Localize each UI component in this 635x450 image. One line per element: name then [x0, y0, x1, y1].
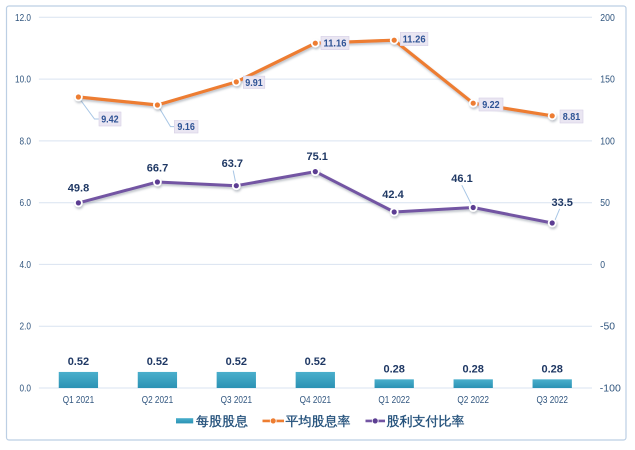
svg-text:Q3 2022: Q3 2022	[537, 395, 569, 406]
svg-text:Q4 2021: Q4 2021	[300, 395, 332, 406]
svg-text:Q1 2021: Q1 2021	[63, 395, 95, 406]
svg-text:0.28: 0.28	[541, 363, 562, 375]
svg-text:Q2 2021: Q2 2021	[142, 395, 174, 406]
svg-text:11.16: 11.16	[324, 39, 348, 50]
svg-text:9.91: 9.91	[245, 78, 263, 89]
svg-text:42.4: 42.4	[382, 189, 404, 201]
svg-text:50: 50	[600, 198, 610, 209]
svg-text:12.0: 12.0	[15, 13, 31, 24]
svg-text:200: 200	[600, 13, 615, 24]
svg-text:2.0: 2.0	[20, 322, 32, 333]
svg-text:0.52: 0.52	[147, 356, 168, 368]
svg-text:0.28: 0.28	[383, 363, 404, 375]
svg-text:150: 150	[600, 75, 615, 86]
svg-text:49.8: 49.8	[68, 183, 89, 195]
svg-text:9.16: 9.16	[177, 122, 195, 133]
svg-text:Q3 2021: Q3 2021	[221, 395, 253, 406]
svg-text:10.0: 10.0	[15, 75, 31, 86]
svg-text:75.1: 75.1	[306, 151, 327, 163]
svg-text:0.52: 0.52	[305, 356, 326, 368]
svg-text:0.52: 0.52	[68, 356, 89, 368]
svg-text:0: 0	[600, 260, 605, 271]
svg-text:11.26: 11.26	[403, 35, 427, 46]
svg-text:8.0: 8.0	[20, 136, 32, 147]
svg-text:100: 100	[600, 136, 615, 147]
svg-text:4.0: 4.0	[20, 260, 32, 271]
svg-text:0.0: 0.0	[20, 384, 32, 395]
svg-text:-100: -100	[600, 384, 621, 395]
svg-text:0.52: 0.52	[226, 356, 247, 368]
svg-text:0.28: 0.28	[462, 363, 483, 375]
svg-text:63.7: 63.7	[222, 158, 243, 170]
svg-text:33.5: 33.5	[551, 197, 572, 209]
svg-text:-50: -50	[600, 322, 615, 333]
svg-text:Q1 2022: Q1 2022	[378, 395, 410, 406]
svg-text:46.1: 46.1	[451, 173, 472, 185]
svg-text:Q2 2022: Q2 2022	[457, 395, 489, 406]
svg-text:9.22: 9.22	[482, 100, 500, 111]
svg-text:66.7: 66.7	[147, 163, 168, 175]
svg-text:8.81: 8.81	[563, 112, 581, 123]
svg-text:6.0: 6.0	[20, 198, 32, 209]
svg-text:9.42: 9.42	[101, 115, 119, 126]
